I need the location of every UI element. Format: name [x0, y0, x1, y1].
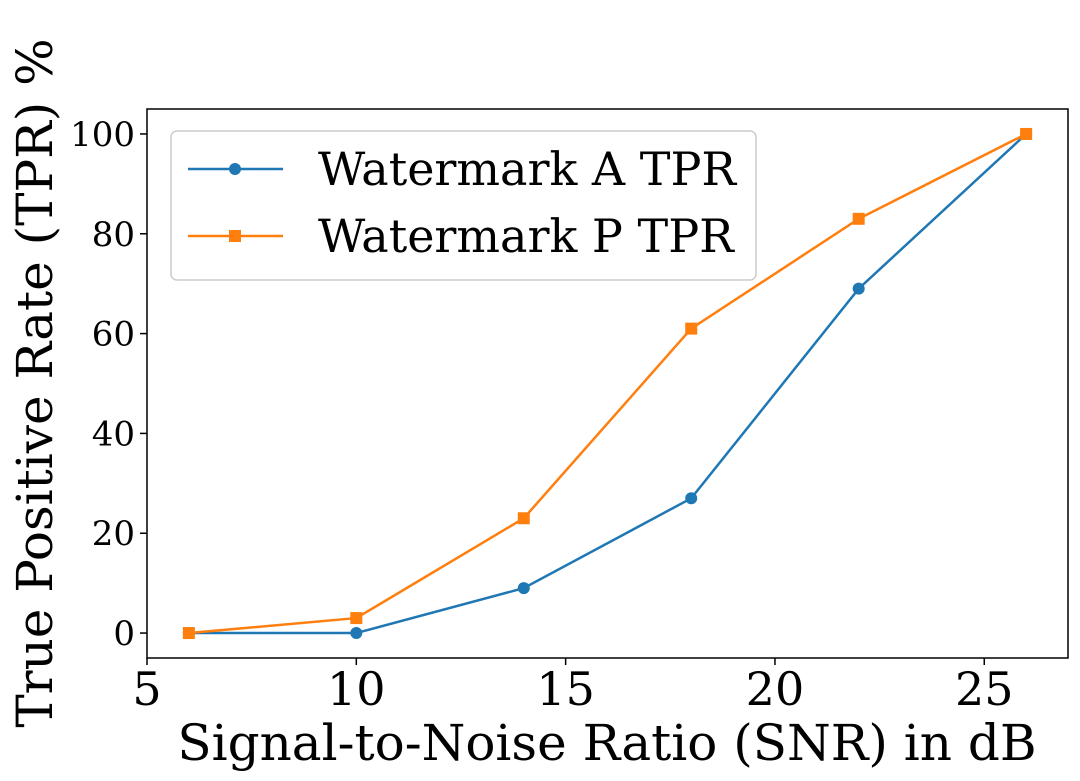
legend-marker-watermark-p	[229, 230, 241, 242]
x-tick-label: 5	[132, 662, 161, 716]
data-point-watermark-a-tpr	[852, 282, 865, 295]
series-line-watermark-a-tpr	[188, 133, 1027, 635]
series-layer	[182, 127, 1033, 640]
legend-box	[170, 130, 757, 281]
y-tick-label: 0	[113, 614, 135, 654]
y-tick-label: 20	[92, 514, 135, 554]
y-tick-label: 60	[92, 315, 135, 355]
legend: Watermark A TPR Watermark P TPR	[170, 130, 757, 281]
x-axis-label: Signal-to-Noise Ratio (SNR) in dB	[177, 714, 1036, 772]
legend-label-watermark-p: Watermark P TPR	[318, 209, 735, 263]
y-tick-label: 100	[70, 115, 135, 155]
x-tick-label: 20	[746, 662, 805, 716]
x-tick-label: 15	[536, 662, 595, 716]
y-axis-label: True Positive Rate (TPR) %	[6, 38, 64, 727]
x-tick-label: 25	[955, 662, 1014, 716]
data-point-watermark-a-tpr	[517, 582, 530, 595]
plot-area-frame	[146, 108, 1069, 659]
data-point-watermark-p-tpr	[852, 212, 865, 225]
data-point-watermark-p-tpr	[685, 322, 698, 335]
data-point-watermark-a-tpr	[685, 492, 698, 505]
data-point-watermark-p-tpr	[350, 612, 363, 625]
data-point-watermark-a-tpr	[350, 627, 363, 640]
y-axis-ticks: 0 20 40 60 80 100	[70, 115, 147, 654]
data-point-watermark-p-tpr	[1020, 127, 1033, 140]
data-point-watermark-p-tpr	[182, 627, 195, 640]
y-tick-label: 80	[92, 215, 135, 255]
data-point-watermark-p-tpr	[517, 512, 530, 525]
y-tick-label: 40	[92, 414, 135, 454]
x-axis-ticks: 5 10 15 20 25	[132, 658, 1014, 716]
series-line-watermark-p-tpr	[188, 132, 1027, 635]
legend-marker-watermark-a	[229, 163, 241, 175]
x-tick-label: 10	[327, 662, 386, 716]
legend-label-watermark-a: Watermark A TPR	[318, 142, 737, 196]
